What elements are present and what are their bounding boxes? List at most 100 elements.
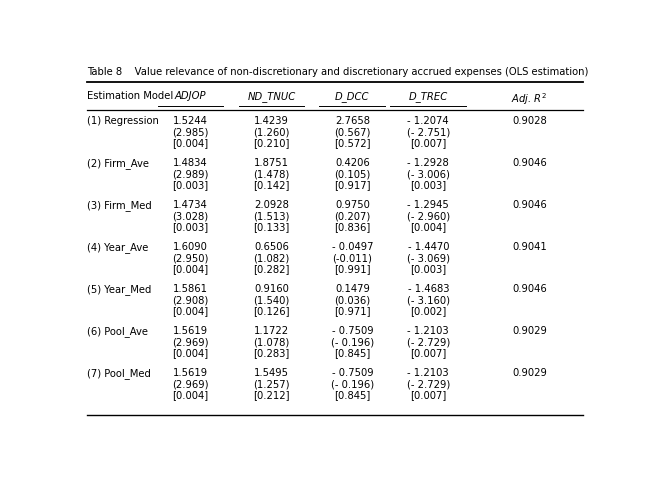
Text: (1.082): (1.082) — [253, 253, 289, 263]
Text: - 0.7509: - 0.7509 — [332, 368, 373, 378]
Text: 1.5495: 1.5495 — [254, 368, 289, 378]
Text: 1.4734: 1.4734 — [173, 200, 208, 210]
Text: ADJOP: ADJOP — [175, 91, 206, 101]
Text: [0.004]: [0.004] — [410, 222, 447, 232]
Text: [0.007]: [0.007] — [410, 390, 447, 400]
Text: (- 2.960): (- 2.960) — [407, 211, 450, 221]
Text: [0.142]: [0.142] — [253, 180, 289, 190]
Text: [0.917]: [0.917] — [334, 180, 371, 190]
Text: [0.133]: [0.133] — [253, 222, 289, 232]
Text: (1.478): (1.478) — [253, 169, 289, 179]
Text: 1.4834: 1.4834 — [173, 158, 208, 168]
Text: [0.283]: [0.283] — [253, 348, 289, 358]
Text: 0.9028: 0.9028 — [512, 116, 547, 126]
Text: 1.5619: 1.5619 — [173, 368, 208, 378]
Text: 0.4206: 0.4206 — [335, 158, 370, 168]
Text: [0.126]: [0.126] — [253, 306, 290, 316]
Text: 0.9029: 0.9029 — [512, 326, 547, 336]
Text: [0.004]: [0.004] — [172, 138, 208, 148]
Text: [0.007]: [0.007] — [410, 138, 447, 148]
Text: (2.985): (2.985) — [172, 127, 208, 137]
Text: - 1.2103: - 1.2103 — [407, 368, 449, 378]
Text: [0.572]: [0.572] — [334, 138, 371, 148]
Text: (1.078): (1.078) — [253, 337, 289, 347]
Text: 0.9046: 0.9046 — [512, 158, 547, 168]
Text: - 1.2945: - 1.2945 — [407, 200, 449, 210]
Text: [0.004]: [0.004] — [172, 306, 208, 316]
Text: (0.036): (0.036) — [334, 295, 370, 305]
Text: 1.8751: 1.8751 — [254, 158, 289, 168]
Text: - 1.4683: - 1.4683 — [407, 284, 449, 294]
Text: 0.9046: 0.9046 — [512, 284, 547, 294]
Text: [0.971]: [0.971] — [334, 306, 371, 316]
Text: - 1.2928: - 1.2928 — [407, 158, 449, 168]
Text: [0.845]: [0.845] — [334, 390, 370, 400]
Text: 0.9046: 0.9046 — [512, 200, 547, 210]
Text: [0.002]: [0.002] — [410, 306, 447, 316]
Text: 0.9160: 0.9160 — [254, 284, 289, 294]
Text: (1) Regression: (1) Regression — [87, 116, 159, 126]
Text: (2.969): (2.969) — [172, 337, 209, 347]
Text: D_TREC: D_TREC — [409, 91, 448, 102]
Text: (3) Firm_Med: (3) Firm_Med — [87, 200, 151, 211]
Text: [0.836]: [0.836] — [334, 222, 370, 232]
Text: 1.6090: 1.6090 — [173, 242, 208, 252]
Text: 0.6506: 0.6506 — [254, 242, 289, 252]
Text: Adj. $R^{2}$: Adj. $R^{2}$ — [511, 91, 548, 107]
Text: (3.028): (3.028) — [172, 211, 208, 221]
Text: (1.260): (1.260) — [253, 127, 289, 137]
Text: (- 3.006): (- 3.006) — [407, 169, 450, 179]
Text: (4) Year_Ave: (4) Year_Ave — [87, 242, 148, 253]
Text: - 0.0497: - 0.0497 — [332, 242, 373, 252]
Text: (- 0.196): (- 0.196) — [331, 337, 374, 347]
Text: (2.908): (2.908) — [172, 295, 208, 305]
Text: D_DCC: D_DCC — [335, 91, 370, 102]
Text: 1.5861: 1.5861 — [173, 284, 208, 294]
Text: [0.004]: [0.004] — [172, 264, 208, 274]
Text: ND_TNUC: ND_TNUC — [247, 91, 296, 102]
Text: [0.003]: [0.003] — [172, 222, 208, 232]
Text: [0.003]: [0.003] — [410, 180, 447, 190]
Text: (6) Pool_Ave: (6) Pool_Ave — [87, 326, 148, 337]
Text: [0.212]: [0.212] — [253, 390, 290, 400]
Text: [0.991]: [0.991] — [334, 264, 371, 274]
Text: - 1.4470: - 1.4470 — [407, 242, 449, 252]
Text: 0.1479: 0.1479 — [335, 284, 370, 294]
Text: (1.513): (1.513) — [253, 211, 289, 221]
Text: 1.5244: 1.5244 — [173, 116, 208, 126]
Text: (2.950): (2.950) — [172, 253, 208, 263]
Text: 2.7658: 2.7658 — [335, 116, 370, 126]
Text: (- 0.196): (- 0.196) — [331, 379, 374, 389]
Text: (7) Pool_Med: (7) Pool_Med — [87, 368, 151, 379]
Text: [0.007]: [0.007] — [410, 348, 447, 358]
Text: Estimation Model: Estimation Model — [87, 91, 173, 101]
Text: (0.105): (0.105) — [334, 169, 370, 179]
Text: (1.540): (1.540) — [253, 295, 289, 305]
Text: [0.004]: [0.004] — [172, 390, 208, 400]
Text: (- 3.160): (- 3.160) — [407, 295, 450, 305]
Text: 0.9029: 0.9029 — [512, 368, 547, 378]
Text: 1.4239: 1.4239 — [254, 116, 289, 126]
Text: (-0.011): (-0.011) — [332, 253, 372, 263]
Text: (0.567): (0.567) — [334, 127, 370, 137]
Text: (2.989): (2.989) — [172, 169, 208, 179]
Text: (0.207): (0.207) — [334, 211, 370, 221]
Text: 1.5619: 1.5619 — [173, 326, 208, 336]
Text: 2.0928: 2.0928 — [254, 200, 289, 210]
Text: (2.969): (2.969) — [172, 379, 209, 389]
Text: (5) Year_Med: (5) Year_Med — [87, 284, 151, 295]
Text: [0.210]: [0.210] — [253, 138, 289, 148]
Text: - 1.2074: - 1.2074 — [407, 116, 449, 126]
Text: 0.9041: 0.9041 — [512, 242, 547, 252]
Text: 0.9750: 0.9750 — [335, 200, 370, 210]
Text: (- 2.729): (- 2.729) — [407, 337, 450, 347]
Text: [0.003]: [0.003] — [410, 264, 447, 274]
Text: Table 8    Value relevance of non-discretionary and discretionary accrued expens: Table 8 Value relevance of non-discretio… — [87, 66, 588, 76]
Text: (- 3.069): (- 3.069) — [407, 253, 450, 263]
Text: (1.257): (1.257) — [253, 379, 290, 389]
Text: (- 2.729): (- 2.729) — [407, 379, 450, 389]
Text: (2) Firm_Ave: (2) Firm_Ave — [87, 158, 149, 169]
Text: [0.845]: [0.845] — [334, 348, 370, 358]
Text: - 1.2103: - 1.2103 — [407, 326, 449, 336]
Text: [0.004]: [0.004] — [172, 348, 208, 358]
